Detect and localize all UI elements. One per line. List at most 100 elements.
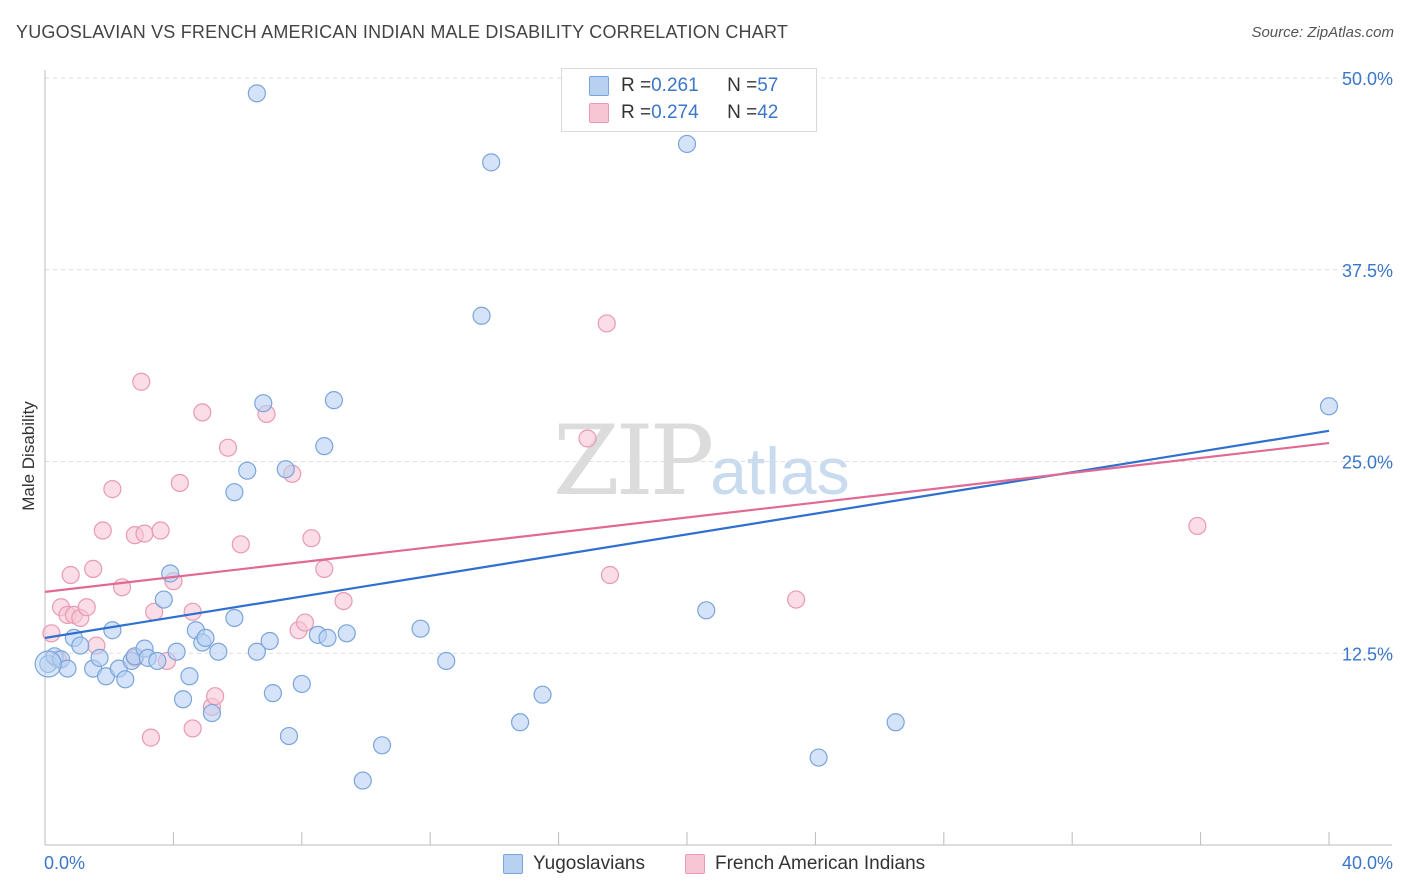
french-american-indian-point bbox=[206, 687, 225, 706]
legend-n-label: N = bbox=[727, 75, 758, 96]
yugoslavian-point bbox=[318, 628, 337, 648]
trend-lines bbox=[44, 429, 1330, 639]
yugoslavian-point bbox=[337, 624, 356, 643]
yugoslavian-point bbox=[276, 460, 295, 479]
legend-n-label: N = bbox=[727, 102, 758, 123]
french-american-indian-point bbox=[600, 565, 620, 585]
chart-title: YUGOSLAVIAN VS FRENCH AMERICAN INDIAN MA… bbox=[16, 22, 789, 42]
yugoslavian-point bbox=[116, 670, 135, 689]
y-axis-title: Male Disability bbox=[19, 401, 38, 511]
french-american-indian-point bbox=[231, 535, 250, 554]
french-american-indian-point bbox=[193, 403, 212, 422]
x-tick-label: 40.0% bbox=[1342, 853, 1393, 873]
yugoslavian-point bbox=[372, 736, 392, 755]
french-american-indian-point bbox=[84, 559, 103, 578]
yugoslavian-point bbox=[247, 84, 266, 103]
legend-r-label: R = bbox=[621, 75, 652, 96]
yugoslavian-point bbox=[247, 642, 266, 661]
correlation-legend: R = 0.261 N = 57 R = 0.274 N = 42 bbox=[561, 68, 817, 132]
legend-swatch-pink bbox=[589, 103, 609, 123]
yugoslavian-point bbox=[353, 771, 372, 790]
bottom-legend-yugoslavians: Yugoslavians bbox=[503, 851, 645, 877]
legend-row-french-american-indians: R = 0.274 N = 42 bbox=[562, 100, 778, 126]
french-american-indian-point bbox=[1188, 516, 1207, 536]
x-tick-label: 0.0% bbox=[44, 853, 85, 873]
yugoslavian-point bbox=[154, 590, 173, 609]
y-tick-label: 25.0% bbox=[1342, 453, 1393, 473]
yugoslavian-trend-line bbox=[44, 429, 1330, 639]
french-american-indian-point bbox=[787, 590, 806, 609]
legend-r-value: 0.274 bbox=[651, 102, 699, 123]
yugoslavian-point bbox=[324, 391, 343, 410]
yugoslavian-point bbox=[209, 642, 228, 661]
french-american-indian-point bbox=[151, 521, 170, 540]
french-american-indian-point bbox=[578, 429, 597, 448]
axis-labels: 12.5% 25.0% 37.5% 50.0% 0.0% 40.0% Male Disabi… bbox=[19, 69, 1393, 873]
yugoslavian-point bbox=[472, 306, 491, 325]
source-label: Source: ZipAtlas.com bbox=[1251, 24, 1394, 41]
french-american-indian-point bbox=[103, 480, 122, 499]
yugoslavian-point bbox=[697, 601, 716, 620]
yugoslavian-point bbox=[167, 642, 186, 661]
yugoslavian-point bbox=[533, 685, 552, 704]
french-american-indian-point bbox=[61, 565, 80, 585]
bottom-legend-swatch-pink bbox=[685, 854, 705, 874]
yugoslavian-point bbox=[315, 437, 334, 456]
legend-swatch-blue bbox=[589, 76, 609, 96]
french-american-indian-point bbox=[183, 719, 202, 738]
french-american-indian-point bbox=[170, 473, 189, 493]
legend-r-label: R = bbox=[621, 102, 652, 123]
yugoslavian-point bbox=[510, 713, 530, 732]
legend-row-yugoslavians: R = 0.261 N = 57 bbox=[562, 73, 778, 99]
legend-r-value: 0.261 bbox=[651, 75, 699, 96]
watermark-atlas: atlas bbox=[710, 434, 850, 508]
yugoslavian-point bbox=[279, 726, 299, 746]
yugoslavian-points bbox=[34, 84, 1339, 790]
watermark: ZIPatlas bbox=[553, 405, 850, 517]
legend-n-value: 57 bbox=[757, 75, 779, 96]
french-american-indian-point bbox=[93, 521, 112, 540]
yugoslavian-point bbox=[180, 667, 199, 686]
french-american-indian-trend-line bbox=[44, 441, 1330, 593]
french-american-indian-point bbox=[218, 438, 238, 457]
french-american-indian-point bbox=[597, 314, 616, 333]
y-tick-label: 50.0% bbox=[1342, 69, 1393, 89]
french-american-indian-point bbox=[135, 524, 154, 543]
yugoslavian-point bbox=[260, 631, 279, 651]
y-tick-label: 37.5% bbox=[1342, 261, 1393, 281]
french-american-indian-point bbox=[42, 624, 61, 643]
french-american-indian-points bbox=[42, 314, 1207, 747]
french-american-indian-point bbox=[77, 598, 96, 617]
yugoslavian-point bbox=[1319, 397, 1339, 416]
yugoslavian-point bbox=[225, 608, 244, 628]
yugoslavian-point bbox=[148, 651, 167, 671]
french-american-indian-point bbox=[334, 591, 353, 611]
yugoslavian-point-cluster bbox=[34, 650, 62, 678]
french-american-indian-point bbox=[132, 372, 151, 391]
french-american-indian-point bbox=[295, 613, 315, 632]
bottom-legend-swatch-blue bbox=[503, 854, 523, 874]
french-american-indian-point bbox=[183, 602, 202, 621]
yugoslavian-point bbox=[238, 461, 257, 480]
yugoslavian-point bbox=[886, 713, 905, 732]
yugoslavian-point bbox=[809, 748, 828, 767]
yugoslavian-point bbox=[202, 703, 222, 723]
french-american-indian-point bbox=[141, 728, 161, 747]
yugoslavian-point bbox=[103, 621, 122, 640]
french-american-indian-point bbox=[302, 529, 321, 548]
bottom-legend-french-american-indians: French American Indians bbox=[685, 851, 925, 877]
yugoslavian-point bbox=[482, 153, 501, 172]
yugoslavian-point bbox=[173, 690, 193, 709]
axis-layer bbox=[44, 70, 1392, 846]
yugoslavian-point bbox=[411, 619, 430, 638]
yugoslavian-point bbox=[90, 648, 109, 667]
legend-n-value: 42 bbox=[757, 102, 779, 123]
yugoslavian-point bbox=[437, 651, 456, 671]
yugoslavian-point bbox=[161, 564, 180, 583]
yugoslavian-point bbox=[196, 628, 215, 648]
bottom-legend-label: Yugoslavians bbox=[533, 853, 645, 874]
grid-layer bbox=[44, 77, 1392, 845]
yugoslavian-point bbox=[292, 674, 311, 694]
french-american-indian-point bbox=[315, 559, 334, 578]
